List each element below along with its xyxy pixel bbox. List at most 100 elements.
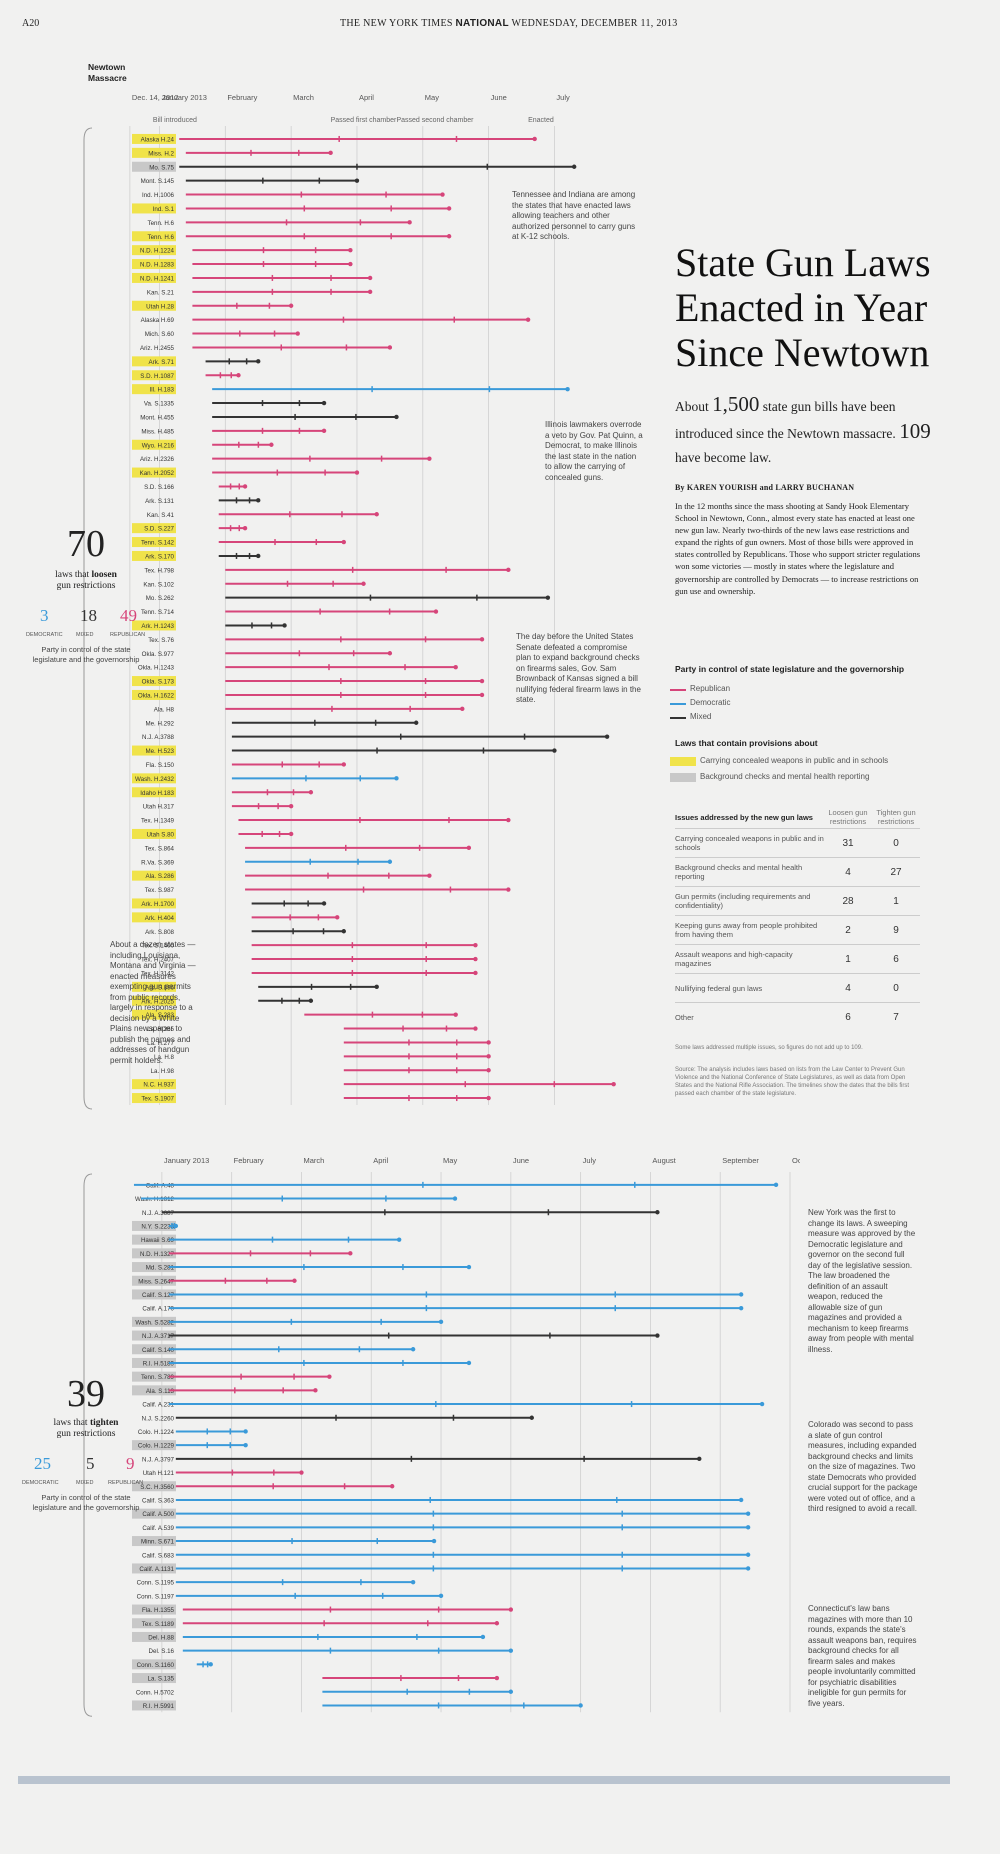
bill-enacted-dot bbox=[745, 1566, 751, 1571]
provision-highlight bbox=[132, 1604, 176, 1615]
bill-enacted-dot bbox=[288, 803, 294, 809]
month-label: January 2013 bbox=[161, 93, 206, 102]
issues-cell-loosen: 28 bbox=[824, 886, 872, 916]
month-label: June bbox=[513, 1156, 529, 1165]
bill-enacted-dot bbox=[243, 1442, 248, 1448]
loosen-mixed-count: 18 bbox=[80, 606, 97, 625]
bill-enacted-dot bbox=[773, 1182, 779, 1188]
bill-enacted-dot bbox=[473, 942, 478, 948]
bill-label: La. H.277 bbox=[147, 1040, 174, 1047]
provision-highlight bbox=[132, 147, 176, 158]
loosen-party-note: Party in control of the state legislatur… bbox=[32, 645, 140, 664]
bill-label: Ariz. H.2455 bbox=[140, 345, 175, 352]
month-label: July bbox=[556, 93, 570, 102]
bill-label: Ala. S.113 bbox=[146, 1388, 175, 1395]
bill-enacted-dot bbox=[374, 984, 379, 990]
bill-label: Ark. S.131 bbox=[145, 498, 174, 505]
bill-label: Md. S.281 bbox=[146, 1265, 175, 1272]
issues-cell-loosen: 31 bbox=[824, 828, 872, 858]
legend-democratic: Democratic bbox=[670, 698, 730, 707]
provision-highlight bbox=[132, 1618, 176, 1629]
bill-label: Tex. H.3142 bbox=[141, 970, 175, 977]
byline: By KAREN YOURISH and LARRY BUCHANAN bbox=[675, 483, 855, 492]
bill-label: N.J. S.2260 bbox=[142, 1415, 175, 1422]
issues-col-tighten: Tighten gun restrictions bbox=[876, 808, 916, 826]
month-label: March bbox=[303, 1156, 324, 1165]
bill-enacted-dot bbox=[604, 734, 610, 739]
bill-label: S.D. H.1087 bbox=[140, 373, 174, 380]
month-label: April bbox=[359, 93, 374, 102]
bill-label: Tex. S.1907 bbox=[141, 1096, 174, 1103]
provision-highlight bbox=[132, 745, 176, 756]
table-row: Background checks and mental health repo… bbox=[675, 857, 920, 887]
bill-label: Calif. A.539 bbox=[142, 1525, 174, 1532]
provision-highlight bbox=[132, 620, 176, 631]
stage-label: Passed second chamber bbox=[396, 117, 474, 124]
issues-cell-issue: Keeping guns away from people prohibited… bbox=[675, 915, 824, 945]
bill-enacted-dot bbox=[655, 1210, 660, 1215]
month-label: August bbox=[652, 1156, 676, 1165]
bill-label: R.I. H.5991 bbox=[143, 1703, 175, 1710]
stage-label: Enacted bbox=[528, 117, 554, 124]
month-label: June bbox=[491, 93, 507, 102]
bill-label: Ark. H.2025 bbox=[141, 998, 174, 1005]
page-title: State Gun Laws Enacted in Year Since New… bbox=[675, 240, 931, 375]
annotation-illinois: Illinois lawmakers overrode a veto by Go… bbox=[545, 420, 643, 482]
bill-label: Wash. H.1612 bbox=[135, 1196, 175, 1203]
bill-label: Miss. H.2 bbox=[148, 150, 174, 157]
bill-enacted-dot bbox=[738, 1292, 744, 1297]
provision-highlight bbox=[132, 787, 176, 798]
provision-highlight bbox=[132, 1563, 176, 1574]
bill-label: N.D. H.1327 bbox=[140, 1251, 175, 1258]
masthead: THE NEW YORK TIMES bbox=[340, 18, 453, 29]
bill-enacted-dot bbox=[394, 414, 399, 420]
bill-enacted-dot bbox=[313, 1388, 318, 1393]
bill-enacted-dot bbox=[173, 1223, 179, 1229]
provision-highlight bbox=[132, 467, 176, 478]
bill-label: Ind. H.1006 bbox=[142, 192, 175, 199]
bill-enacted-dot bbox=[745, 1552, 751, 1557]
tighten-dem-label: DEMOCRATIC bbox=[22, 1480, 59, 1486]
bill-enacted-dot bbox=[299, 1470, 304, 1475]
tighten-party-note: Party in control of the state legislatur… bbox=[32, 1493, 140, 1512]
annotation-kansas: The day before the United States Senate … bbox=[516, 632, 641, 704]
bill-label: N.D. H.1224 bbox=[140, 248, 175, 255]
loosen-count: 70 bbox=[67, 523, 105, 565]
bill-label: Fla. S.150 bbox=[146, 762, 175, 769]
bill-label: Calif. S.683 bbox=[142, 1552, 175, 1559]
month-label: February bbox=[227, 93, 257, 102]
table-row: Keeping guns away from people prohibited… bbox=[675, 915, 920, 945]
bill-enacted-dot bbox=[571, 164, 577, 169]
provision-highlight bbox=[132, 689, 176, 700]
issues-cell-issue: Carrying concealed weapons in public and… bbox=[675, 828, 824, 858]
bill-label: Calif. A.231 bbox=[142, 1402, 174, 1409]
bill-enacted-dot bbox=[453, 664, 458, 670]
bill-label: Va. S.1335 bbox=[144, 401, 175, 408]
bill-enacted-dot bbox=[208, 1662, 213, 1667]
provision-highlight bbox=[132, 161, 176, 172]
bill-enacted-dot bbox=[440, 192, 445, 197]
bill-enacted-dot bbox=[427, 456, 432, 461]
provision-highlight bbox=[132, 1631, 176, 1642]
bill-label: Minn. S.671 bbox=[141, 1539, 175, 1546]
bill-label: Alaska H.69 bbox=[141, 317, 175, 324]
bill-label: Tenn. S.789 bbox=[141, 1374, 175, 1381]
bill-enacted-dot bbox=[479, 692, 485, 698]
bill-enacted-dot bbox=[256, 498, 261, 503]
bill-label: Miss. S.2647 bbox=[138, 1278, 174, 1285]
issue-date: WEDNESDAY, DECEMBER 11, 2013 bbox=[511, 18, 678, 29]
bill-enacted-dot bbox=[354, 470, 360, 475]
bill-enacted-dot bbox=[427, 873, 432, 878]
bill-label: Conn. H.5702 bbox=[136, 1689, 175, 1696]
provision-highlight bbox=[132, 995, 176, 1006]
issues-cell-tighten: 1 bbox=[872, 886, 920, 916]
bill-enacted-dot bbox=[532, 136, 537, 142]
bill-enacted-dot bbox=[565, 386, 570, 392]
provision-highlight bbox=[132, 1330, 176, 1341]
bill-label: Me. H.292 bbox=[145, 720, 174, 727]
issues-cell-issue: Gun permits (including requirements and … bbox=[675, 886, 824, 916]
issues-cell-tighten: 9 bbox=[872, 915, 920, 945]
bill-label: Tenn. S.714 bbox=[141, 609, 175, 616]
provision-highlight bbox=[132, 272, 176, 283]
bill-enacted-dot bbox=[508, 1607, 514, 1612]
